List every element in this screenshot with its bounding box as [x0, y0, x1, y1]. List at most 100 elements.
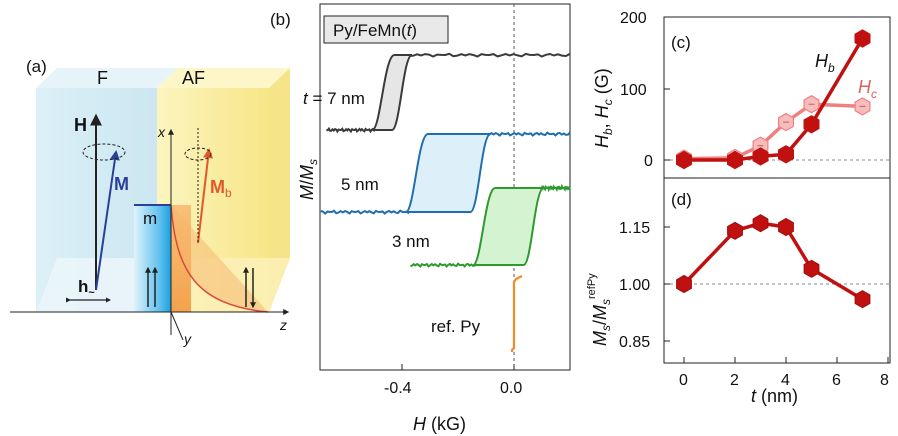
svg-text:Py/FeMn(t): Py/FeMn(t)	[333, 21, 417, 40]
point-hb-0	[675, 150, 693, 170]
loop-low-plateau	[410, 262, 478, 269]
curve-label-7nm: t = 7 nm	[303, 89, 365, 108]
point-hb-7	[854, 29, 871, 48]
af-layer-label: AF	[182, 68, 205, 88]
loop-4	[510, 275, 523, 352]
panel-b-hysteresis: (b) Py/FeMn(t) -0.4 0.0 H (kG) M/Ms t = …	[270, 3, 571, 434]
mb-vector	[197, 148, 214, 244]
loop-branch-decreasing	[472, 187, 544, 266]
d-y-ticks: 1.15 1.00 0.85	[619, 220, 670, 351]
loop-low-plateau	[320, 209, 410, 215]
decay-curve	[170, 204, 269, 313]
curve-label-3nm: 3 nm	[392, 232, 430, 251]
d-xtick-6: 6	[832, 372, 841, 389]
y-axis	[170, 311, 184, 341]
panel-b-label: (b)	[270, 10, 291, 29]
loop-trace-refpy	[510, 275, 523, 352]
title-box: Py/FeMn(t)	[323, 15, 449, 44]
loop-branch-decreasing	[405, 133, 491, 213]
panel-a-schematic: (a) F AF H M Mb m h~ x y z	[10, 57, 290, 347]
hb-series-label: Hb	[815, 51, 835, 75]
c-series	[675, 29, 871, 170]
loop-3	[410, 183, 571, 269]
af-layer-top	[157, 68, 290, 88]
loop-high-plateau	[539, 183, 571, 193]
f-layer-top	[36, 68, 178, 88]
h-vector-label: H	[74, 115, 87, 135]
m-vector	[95, 150, 120, 291]
curve-label-refpy: ref. Py	[431, 317, 481, 336]
d-ytick-115: 1.15	[619, 220, 650, 237]
af-layer-side	[269, 68, 290, 312]
d-series	[676, 214, 871, 309]
point-hb-5	[803, 115, 820, 134]
f-layer-label: F	[97, 68, 108, 88]
c-ytick-100: 100	[620, 82, 647, 99]
x-axis-label: x	[157, 124, 166, 140]
point-hb-2	[726, 150, 744, 170]
d-x-axis-label: t (nm)	[751, 386, 798, 406]
d-xtick-8: 8	[880, 372, 889, 389]
line-hb	[684, 37, 865, 162]
point-ms-7	[854, 290, 871, 309]
loop-fill	[374, 55, 410, 130]
interface-region	[134, 205, 171, 312]
point-hb-3	[752, 147, 769, 166]
b-y-axis-label: M/Ms	[297, 159, 320, 200]
line-ms-ratio	[682, 221, 864, 301]
point-ms-0	[676, 274, 692, 294]
point-ms-5	[803, 259, 820, 278]
loop-branch-increasing	[473, 187, 545, 266]
loop-1	[326, 52, 571, 134]
point-hb-4	[777, 145, 795, 164]
panel-d-magnetization: (d) 1.15 1.00 0.85 0 2 4 6 8 t (nm) Ms/M…	[586, 177, 891, 406]
panel-c-fields: (c) 200 100 0 Hb, Hc (G) Hb Hc	[592, 10, 891, 179]
z-axis-label: z	[279, 317, 287, 333]
panel-c-label: (c)	[671, 33, 691, 52]
mb-vector-label: Mb	[210, 177, 232, 200]
line-hc	[683, 102, 863, 161]
point-ms-4	[778, 217, 794, 237]
b-xtick-0: -0.4	[384, 380, 412, 397]
mb-precession-icon	[184, 147, 212, 161]
antiparallel-spins-icon	[243, 266, 256, 309]
loop-fill	[408, 134, 489, 212]
loop-branch-increasing	[372, 54, 413, 131]
point-ms-3	[752, 214, 769, 233]
m-precession-icon	[82, 143, 126, 161]
plot-d-frame	[663, 177, 891, 364]
b-xtick-1: 0.0	[500, 380, 522, 397]
c-ytick-200: 200	[620, 10, 647, 27]
interface-label: m	[143, 209, 157, 228]
b-x-axis-label: H (kG)	[413, 414, 466, 434]
parallel-spins-icon	[145, 266, 158, 307]
d-ytick-100: 1.00	[619, 277, 650, 294]
loop-high-plateau	[409, 52, 571, 58]
loop-branch-increasing	[406, 133, 492, 213]
ac-field-label: h~	[78, 277, 95, 299]
d-xtick-2: 2	[730, 372, 739, 389]
m-vector-label: M	[114, 174, 129, 194]
loop-fill	[475, 188, 542, 265]
d-xtick-0: 0	[679, 372, 688, 389]
loop-high-plateau	[487, 131, 571, 137]
d-xtick-4: 4	[781, 372, 790, 389]
c-ytick-0: 0	[644, 153, 653, 170]
curve-label-5nm: 5 nm	[341, 175, 379, 194]
series-hb	[675, 29, 871, 170]
d-ytick-085: 0.85	[619, 334, 650, 351]
y-axis-label: y	[183, 331, 192, 347]
loop-2	[320, 131, 571, 215]
hc-series-label: Hc	[858, 77, 877, 101]
d-x-ticks: 0 2 4 6 8	[679, 357, 889, 389]
b-x-ticks: -0.4 0.0	[384, 364, 522, 397]
c-y-ticks: 200 100 0	[620, 10, 670, 170]
c-y-axis-label: Hb, Hc (G)	[592, 68, 615, 148]
panel-a-label: (a)	[26, 57, 47, 76]
loop-low-plateau	[326, 126, 377, 134]
point-ms-2	[727, 221, 743, 240]
loop-branch-decreasing	[371, 54, 412, 131]
d-y-axis-label: Ms/MsrefPy	[586, 273, 613, 346]
panel-d-label: (d)	[671, 190, 692, 209]
